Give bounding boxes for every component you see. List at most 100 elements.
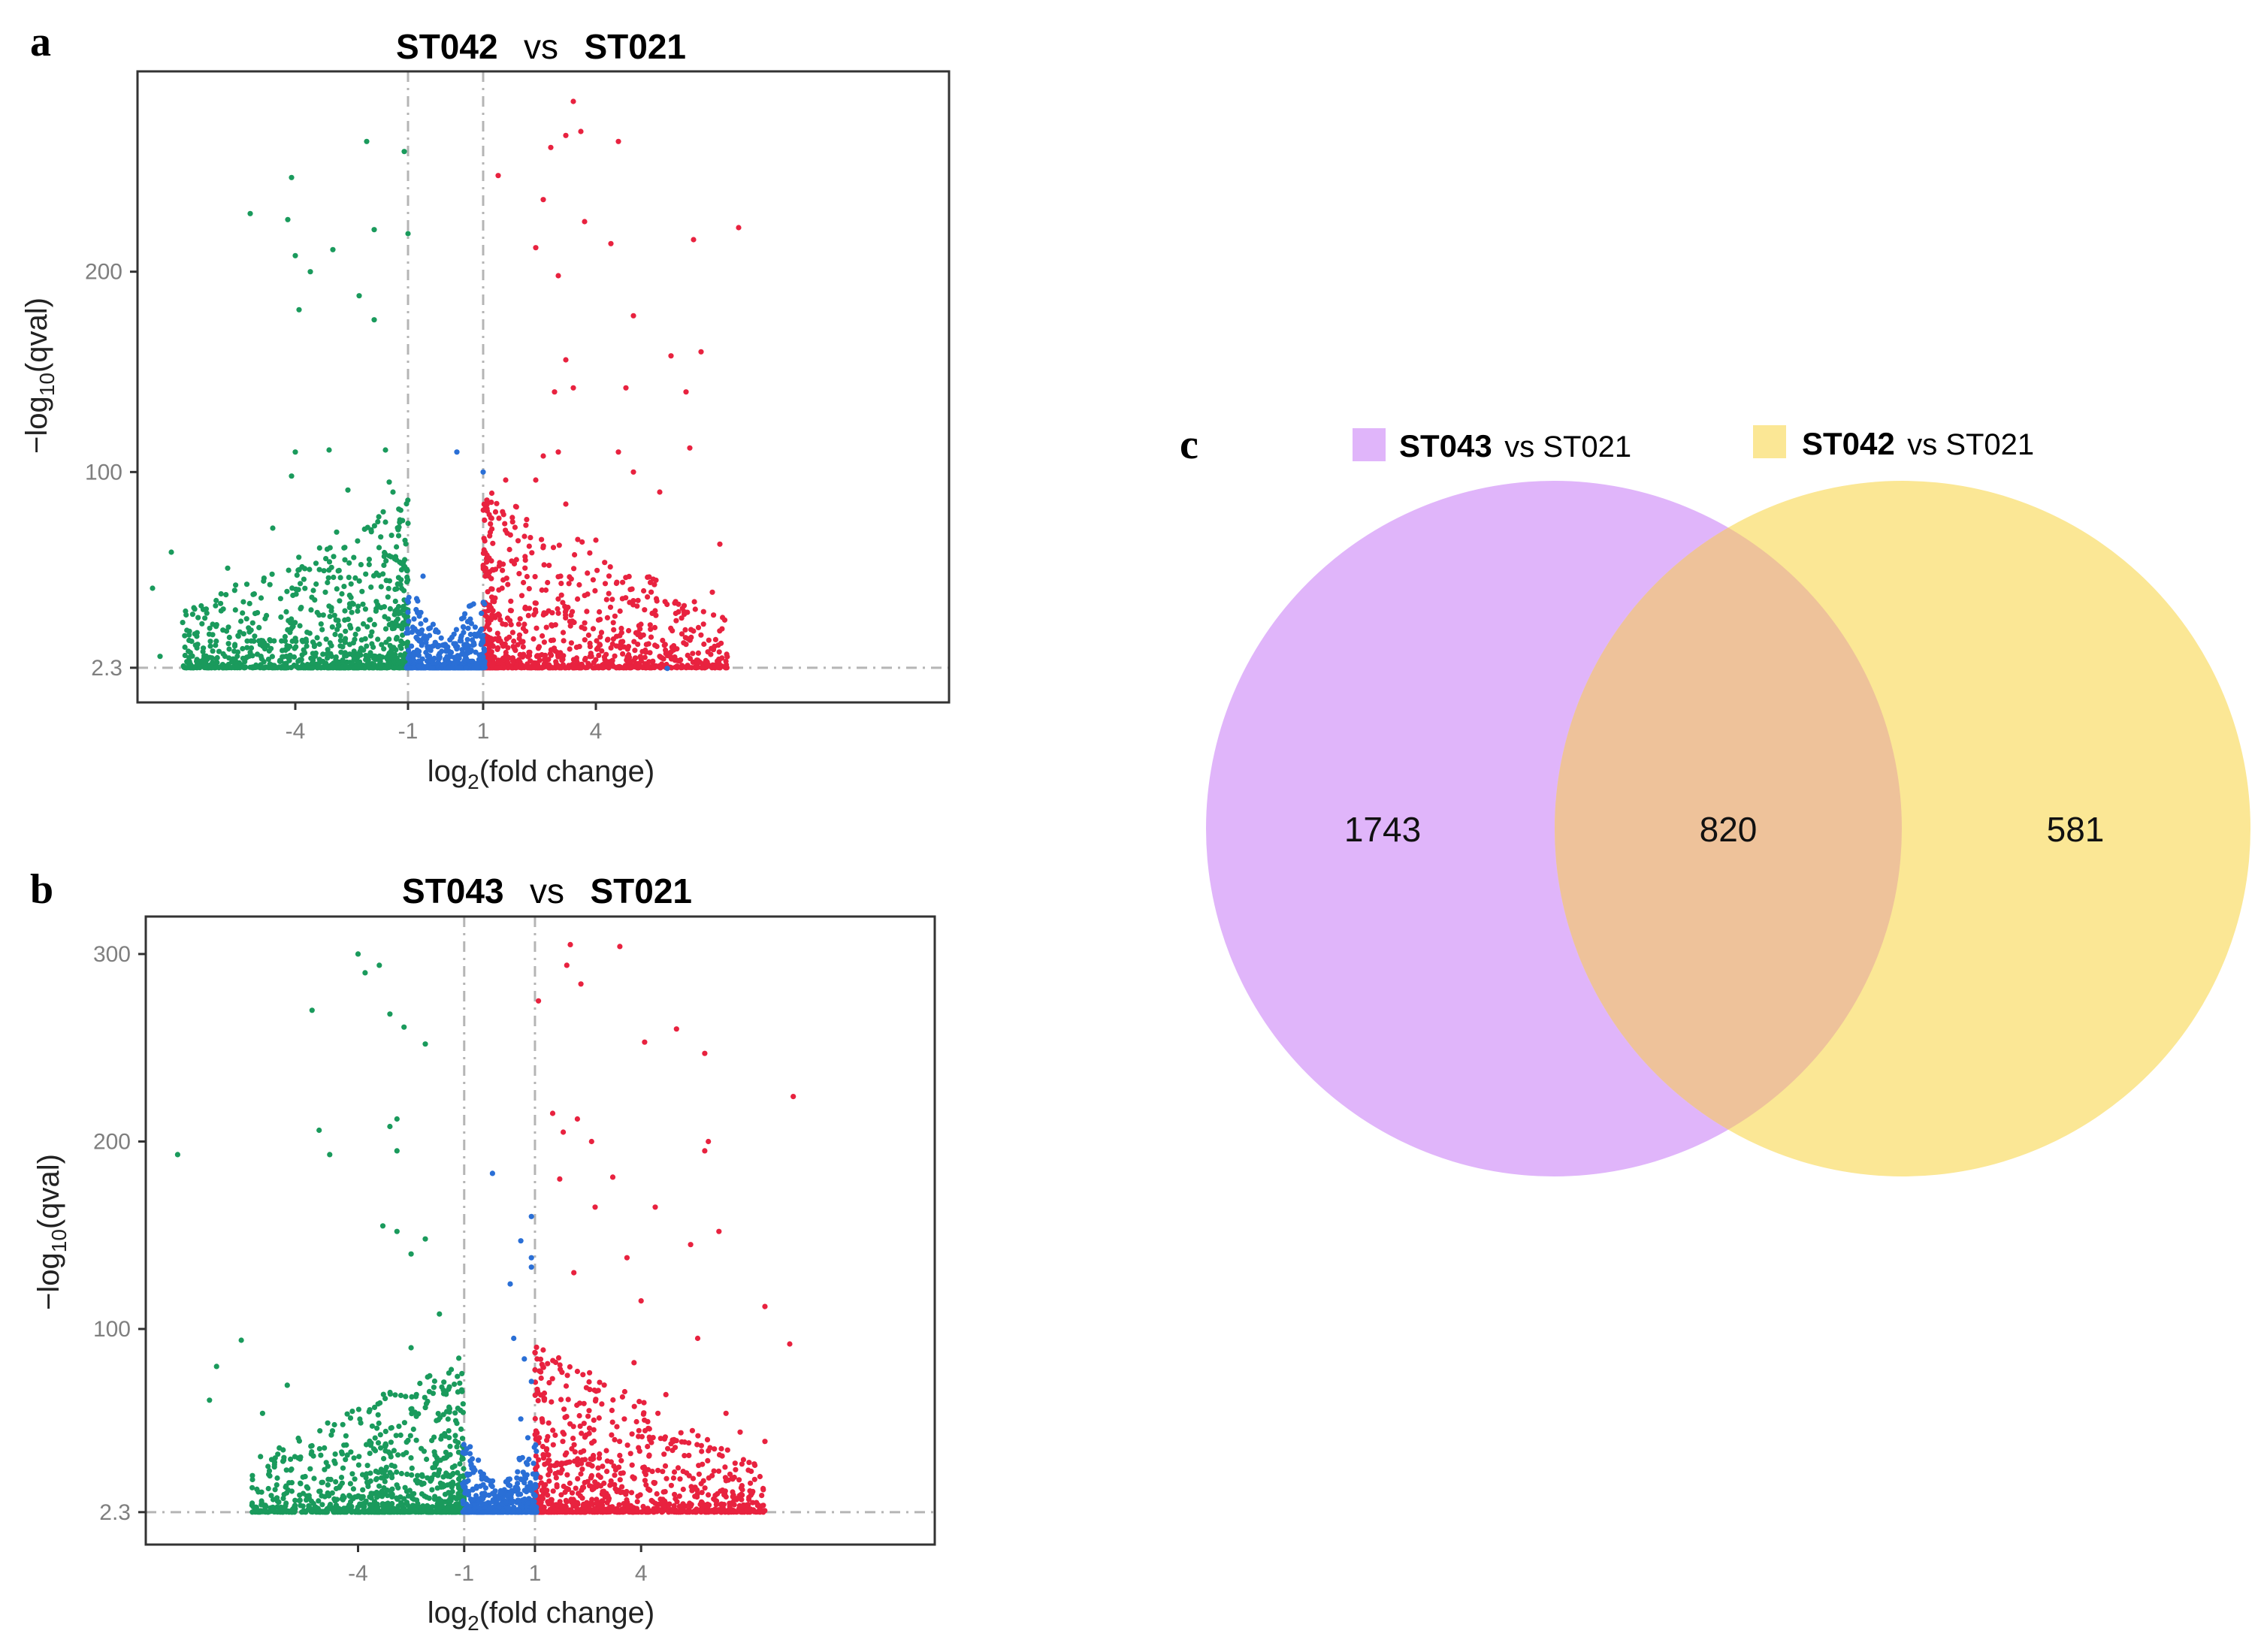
point-up xyxy=(588,1499,594,1506)
point-up xyxy=(651,581,657,587)
point-up xyxy=(607,564,613,570)
point-not-significant xyxy=(446,653,452,660)
point-up xyxy=(530,636,537,642)
point-down xyxy=(397,665,403,671)
point-down xyxy=(428,1509,434,1515)
point-down xyxy=(207,1397,213,1403)
plot-b-frame xyxy=(144,915,936,1546)
point-up xyxy=(618,1457,624,1463)
point-up xyxy=(723,1410,729,1416)
point-down xyxy=(423,1400,430,1407)
point-up xyxy=(790,1094,796,1100)
point-up xyxy=(702,1485,708,1491)
point-up xyxy=(629,1462,635,1468)
point-down xyxy=(360,601,366,607)
point-down xyxy=(347,623,353,629)
point-up xyxy=(712,1446,718,1452)
point-up xyxy=(642,1039,648,1045)
point-down xyxy=(364,643,370,649)
point-up xyxy=(521,579,527,586)
point-not-significant xyxy=(488,1482,494,1488)
point-up xyxy=(532,1349,538,1355)
point-down xyxy=(437,1480,443,1486)
point-up xyxy=(546,1420,552,1426)
point-up xyxy=(594,1500,600,1507)
point-down xyxy=(459,1388,465,1394)
point-down xyxy=(385,585,391,592)
point-down xyxy=(350,640,356,646)
point-up xyxy=(762,1439,768,1445)
point-down xyxy=(274,1475,280,1481)
point-down xyxy=(347,660,353,666)
point-up xyxy=(711,612,717,618)
point-down xyxy=(440,1474,446,1480)
point-up xyxy=(695,650,702,657)
point-down xyxy=(292,449,298,455)
point-down xyxy=(202,657,208,663)
point-down xyxy=(405,1437,411,1443)
point-down xyxy=(460,1456,466,1462)
point-not-significant xyxy=(416,648,422,654)
point-up xyxy=(646,659,652,665)
point-up xyxy=(660,656,667,662)
point-not-significant xyxy=(492,1488,498,1494)
point-down xyxy=(347,1415,354,1421)
point-up xyxy=(581,1400,587,1406)
point-up xyxy=(645,663,651,669)
point-up xyxy=(733,1466,739,1472)
point-down xyxy=(382,626,389,632)
point-up xyxy=(604,1499,610,1506)
point-down xyxy=(370,1446,377,1452)
point-up xyxy=(632,648,638,654)
point-up xyxy=(597,642,603,648)
point-not-significant xyxy=(516,1455,522,1461)
point-up xyxy=(555,654,561,660)
point-down xyxy=(218,608,224,614)
point-up xyxy=(679,631,685,637)
point-down xyxy=(359,588,365,594)
point-down xyxy=(366,665,372,671)
point-up xyxy=(646,1426,652,1432)
point-up xyxy=(563,615,569,621)
point-down xyxy=(280,1496,286,1502)
point-down xyxy=(395,1452,401,1458)
point-down xyxy=(313,1504,319,1510)
point-down xyxy=(382,447,388,453)
point-down xyxy=(395,575,402,581)
point-up xyxy=(562,1452,568,1458)
point-up xyxy=(537,1435,543,1441)
point-up xyxy=(496,563,503,569)
point-down xyxy=(405,1493,412,1499)
point-down xyxy=(254,664,260,670)
point-up xyxy=(679,615,685,621)
point-up xyxy=(545,1492,551,1498)
point-down xyxy=(367,1478,373,1484)
point-down xyxy=(302,566,308,572)
point-up xyxy=(490,636,497,642)
point-up xyxy=(552,1507,558,1513)
point-up xyxy=(603,596,609,603)
point-down xyxy=(374,1501,380,1507)
point-not-significant xyxy=(464,618,471,625)
point-not-significant xyxy=(524,1508,530,1514)
point-up xyxy=(541,1397,548,1403)
point-down xyxy=(344,1452,350,1458)
point-not-significant xyxy=(419,627,425,633)
point-down xyxy=(276,1499,282,1505)
point-up xyxy=(705,1501,711,1507)
point-up xyxy=(621,665,627,671)
point-down xyxy=(387,1469,393,1475)
point-up xyxy=(544,1451,550,1457)
point-ns xyxy=(518,1238,524,1244)
point-down xyxy=(271,1506,277,1512)
point-down xyxy=(207,625,213,631)
point-down xyxy=(296,664,302,671)
point-up xyxy=(568,1507,574,1514)
point-down xyxy=(304,1497,310,1503)
point-up xyxy=(533,600,540,606)
point-up xyxy=(579,539,585,545)
point-down xyxy=(362,970,368,976)
point-up xyxy=(625,644,632,650)
point-down xyxy=(355,1406,361,1412)
